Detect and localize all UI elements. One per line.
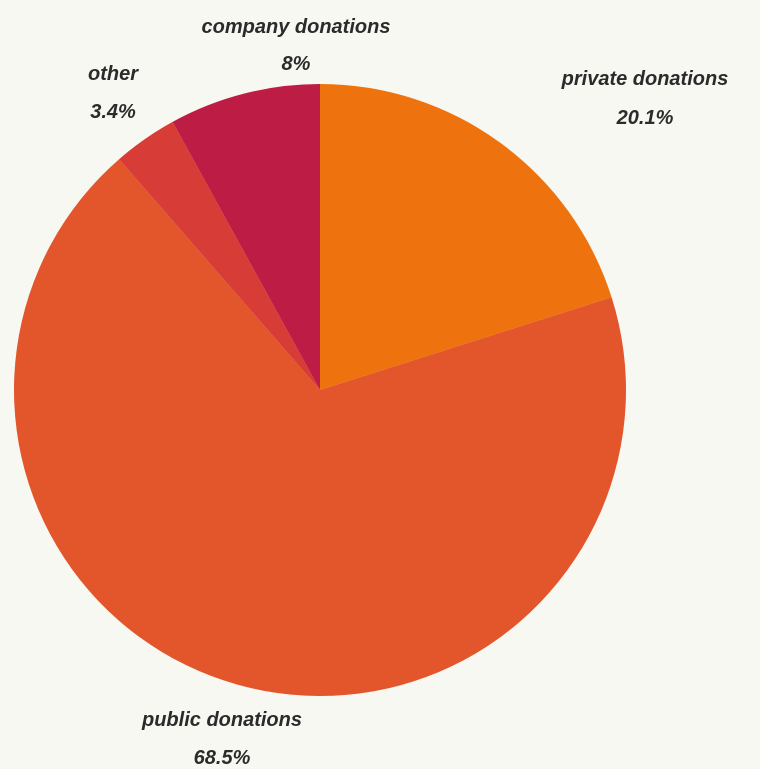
pie-labels: private donations 20.1% public donations 68… xyxy=(88,16,728,769)
pie-slice-public-donations xyxy=(13,159,626,696)
slice-value-company-donations: 8% xyxy=(282,53,311,75)
slice-label-other: other xyxy=(88,63,139,85)
slice-value-other: 3.4% xyxy=(90,101,136,123)
slice-value-public-donations: 68.5% xyxy=(194,747,251,769)
pie-slice-other xyxy=(119,121,320,390)
slice-value-private-donations: 20.1% xyxy=(616,107,674,129)
pie-slice-private-donations xyxy=(320,84,612,390)
slice-label-public-donations: public donations xyxy=(141,709,302,731)
slice-label-private-donations: private donations xyxy=(561,68,729,90)
slice-label-company-donations: company donations xyxy=(202,16,391,38)
pie-slice-company-donations xyxy=(172,84,320,390)
pie-slices xyxy=(13,84,626,696)
